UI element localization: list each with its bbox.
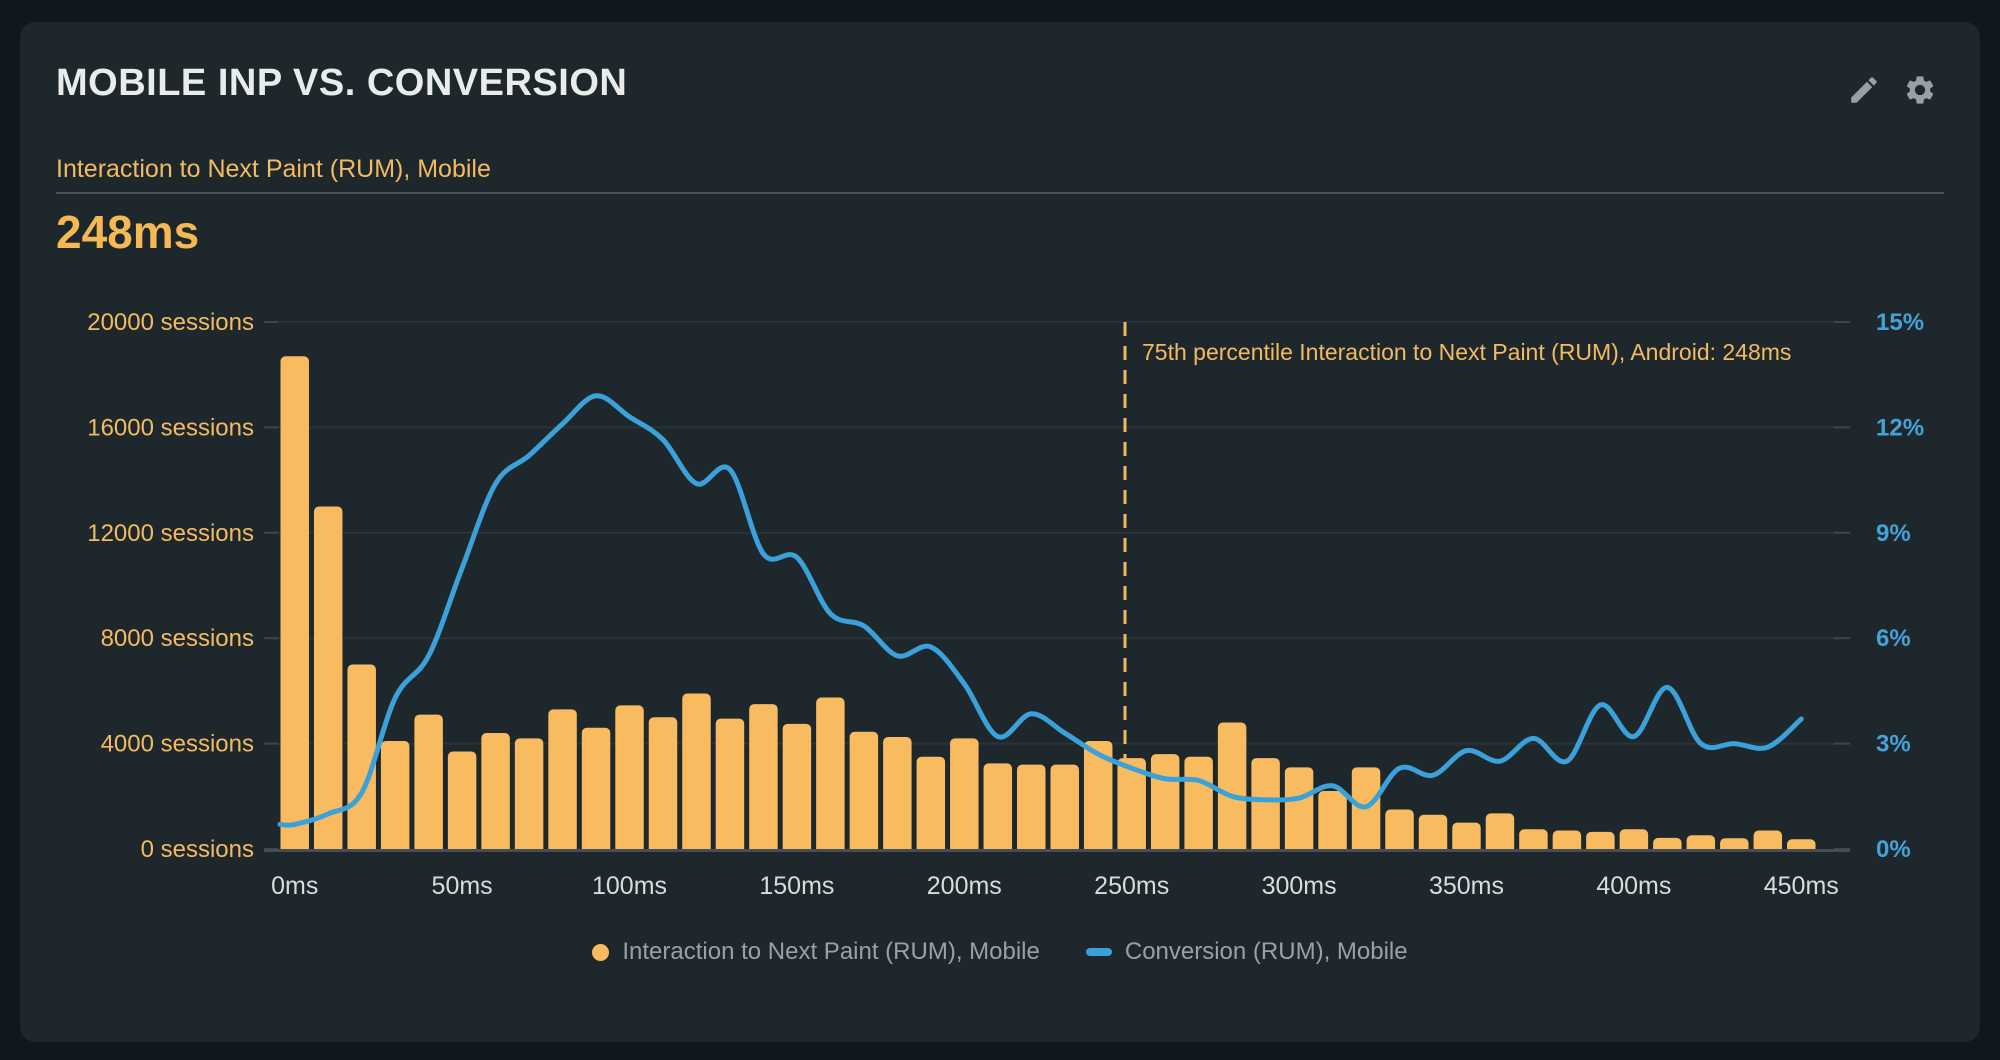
legend-label-inp: Interaction to Next Paint (RUM), Mobile	[622, 938, 1040, 965]
chart-legend: Interaction to Next Paint (RUM), Mobile …	[20, 938, 1980, 966]
legend-item-conversion[interactable]: Conversion (RUM), Mobile	[1085, 938, 1408, 966]
chart-card: MOBILE INP VS. CONVERSION Interaction to…	[20, 22, 1980, 1042]
bar-series-marker	[592, 943, 610, 961]
gear-icon	[1906, 76, 1934, 104]
legend-item-inp[interactable]: Interaction to Next Paint (RUM), Mobile	[592, 938, 1040, 966]
metric-value: 248ms	[56, 206, 200, 258]
settings-button[interactable]	[1902, 72, 1938, 108]
divider	[56, 192, 1944, 194]
line-series-marker	[1085, 948, 1112, 956]
metric-subtitle: Interaction to Next Paint (RUM), Mobile	[56, 155, 491, 183]
edit-button[interactable]	[1846, 72, 1882, 108]
pencil-icon	[1851, 77, 1877, 103]
legend-label-conversion: Conversion (RUM), Mobile	[1124, 938, 1408, 965]
card-actions	[1846, 72, 1938, 108]
percentile-annotation: 75th percentile Interaction to Next Pain…	[1142, 339, 1792, 365]
card-title: MOBILE INP VS. CONVERSION	[56, 62, 628, 104]
